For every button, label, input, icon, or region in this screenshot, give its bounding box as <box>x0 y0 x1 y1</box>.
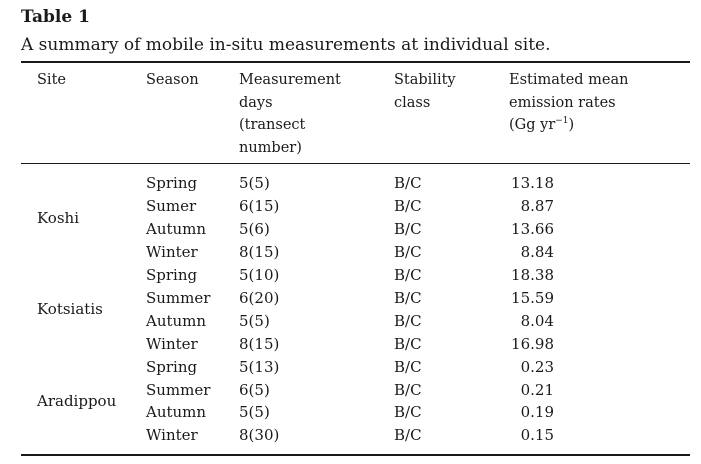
emission-cell: 16.98 <box>511 335 554 353</box>
stability-cell: B/C <box>394 174 422 192</box>
header-site: Site <box>37 72 66 88</box>
header-emission-tail: ) <box>568 117 575 134</box>
header-emission-rates: Estimated mean emission rates (Gg yr−1) <box>509 69 629 137</box>
header-season: Season <box>146 72 199 88</box>
header-emission-main: Estimated mean emission rates (Gg yr <box>509 72 629 134</box>
stability-cell: B/C <box>394 335 422 353</box>
header-emission-exponent: −1 <box>555 116 569 127</box>
emission-cell: 0.19 <box>520 403 554 421</box>
emission-cell: 0.23 <box>520 358 554 376</box>
emission-cell: 0.21 <box>520 381 554 399</box>
season-cell: Autumn <box>146 220 207 238</box>
table-caption: A summary of mobile in-situ measurements… <box>21 35 551 55</box>
emission-cell: 0.15 <box>520 426 554 444</box>
stability-cell: B/C <box>394 197 422 215</box>
stability-cell: B/C <box>394 403 422 421</box>
season-cell: Autumn <box>146 403 207 421</box>
days-cell: 5(6) <box>239 220 270 238</box>
emission-cell: 13.18 <box>511 174 554 192</box>
stability-cell: B/C <box>394 243 422 261</box>
season-cell: Spring <box>146 266 198 284</box>
top-rule <box>21 61 690 63</box>
table-label: Table 1 <box>21 7 90 27</box>
emission-cell: 15.59 <box>511 289 554 307</box>
days-cell: 5(13) <box>239 358 280 376</box>
days-cell: 6(15) <box>239 197 280 215</box>
season-cell: Sumer <box>146 197 197 215</box>
season-cell: Spring <box>146 358 198 376</box>
season-cell: Autumn <box>146 312 207 330</box>
days-cell: 8(30) <box>239 426 280 444</box>
emission-cell: 8.04 <box>520 312 554 330</box>
season-cell: Winter <box>146 243 198 261</box>
stability-cell: B/C <box>394 426 422 444</box>
stability-cell: B/C <box>394 381 422 399</box>
season-cell: Summer <box>146 381 211 399</box>
days-cell: 8(15) <box>239 243 280 261</box>
site-label: Kotsiatis <box>37 300 103 318</box>
season-cell: Spring <box>146 174 198 192</box>
emission-cell: 13.66 <box>511 220 554 238</box>
days-cell: 5(10) <box>239 266 280 284</box>
header-measurement-days: Measurement days (transect number) <box>239 72 341 157</box>
days-cell: 5(5) <box>239 312 270 330</box>
season-cell: Winter <box>146 426 198 444</box>
emission-cell: 18.38 <box>511 266 554 284</box>
header-rule <box>21 163 690 164</box>
stability-cell: B/C <box>394 358 422 376</box>
site-label: Koshi <box>37 209 79 227</box>
days-cell: 5(5) <box>239 403 270 421</box>
days-cell: 8(15) <box>239 335 280 353</box>
stability-cell: B/C <box>394 220 422 238</box>
stability-cell: B/C <box>394 266 422 284</box>
stability-cell: B/C <box>394 289 422 307</box>
days-cell: 5(5) <box>239 174 270 192</box>
bottom-rule <box>21 454 690 456</box>
days-cell: 6(20) <box>239 289 280 307</box>
season-cell: Winter <box>146 335 198 353</box>
emission-cell: 8.87 <box>520 197 554 215</box>
days-cell: 6(5) <box>239 381 270 399</box>
season-cell: Summer <box>146 289 211 307</box>
header-stability-class: Stability class <box>394 72 456 111</box>
site-label: Aradippou <box>37 392 117 410</box>
emission-cell: 8.84 <box>520 243 554 261</box>
stability-cell: B/C <box>394 312 422 330</box>
